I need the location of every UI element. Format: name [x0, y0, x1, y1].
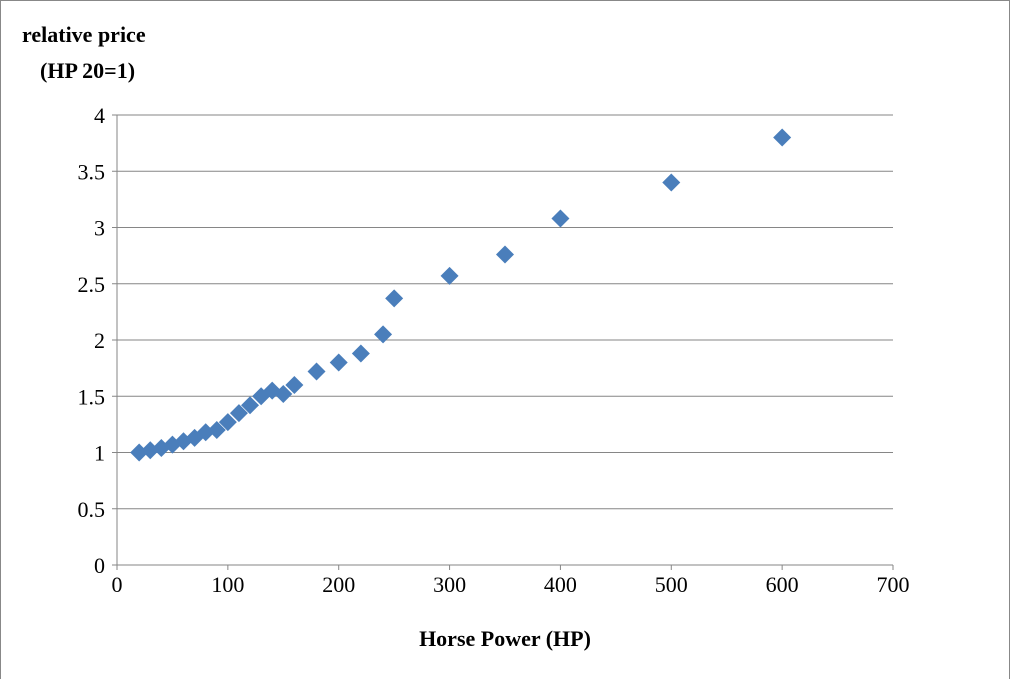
y-tick-label: 2.5 [78, 272, 106, 297]
x-tick-label: 700 [877, 572, 910, 597]
point [229, 404, 248, 423]
point [496, 245, 514, 264]
point [207, 421, 226, 439]
y-axis-title: (HP 20=1) [40, 58, 135, 83]
point [307, 362, 326, 381]
y-tick-label: 2 [94, 328, 105, 353]
point [351, 344, 370, 363]
x-tick-label: 100 [211, 572, 244, 597]
y-tick-label: 1.5 [78, 384, 106, 409]
point [385, 289, 404, 308]
x-tick-label: 300 [433, 572, 466, 597]
y-tick-label: 3 [94, 216, 105, 241]
y-tick-label: 0 [94, 553, 105, 578]
y-tick-label: 1 [94, 441, 105, 466]
point [374, 325, 393, 344]
y-tick-label: 0.5 [78, 497, 106, 522]
x-tick-label: 200 [322, 572, 355, 597]
point [285, 376, 304, 394]
x-axis-title: Horse Power (HP) [419, 626, 591, 651]
point [274, 385, 293, 403]
x-tick-label: 0 [112, 572, 123, 597]
y-axis-title: relative price [22, 22, 146, 47]
point [662, 173, 681, 192]
y-tick-label: 4 [94, 103, 105, 128]
x-tick-label: 500 [655, 572, 688, 597]
x-tick-label: 600 [766, 572, 799, 597]
x-tick-label: 400 [544, 572, 577, 597]
point [440, 266, 459, 285]
point [218, 413, 237, 432]
y-tick-label: 3.5 [78, 159, 106, 184]
point [551, 209, 570, 228]
point [329, 353, 348, 372]
point [773, 128, 792, 147]
point [241, 396, 260, 415]
